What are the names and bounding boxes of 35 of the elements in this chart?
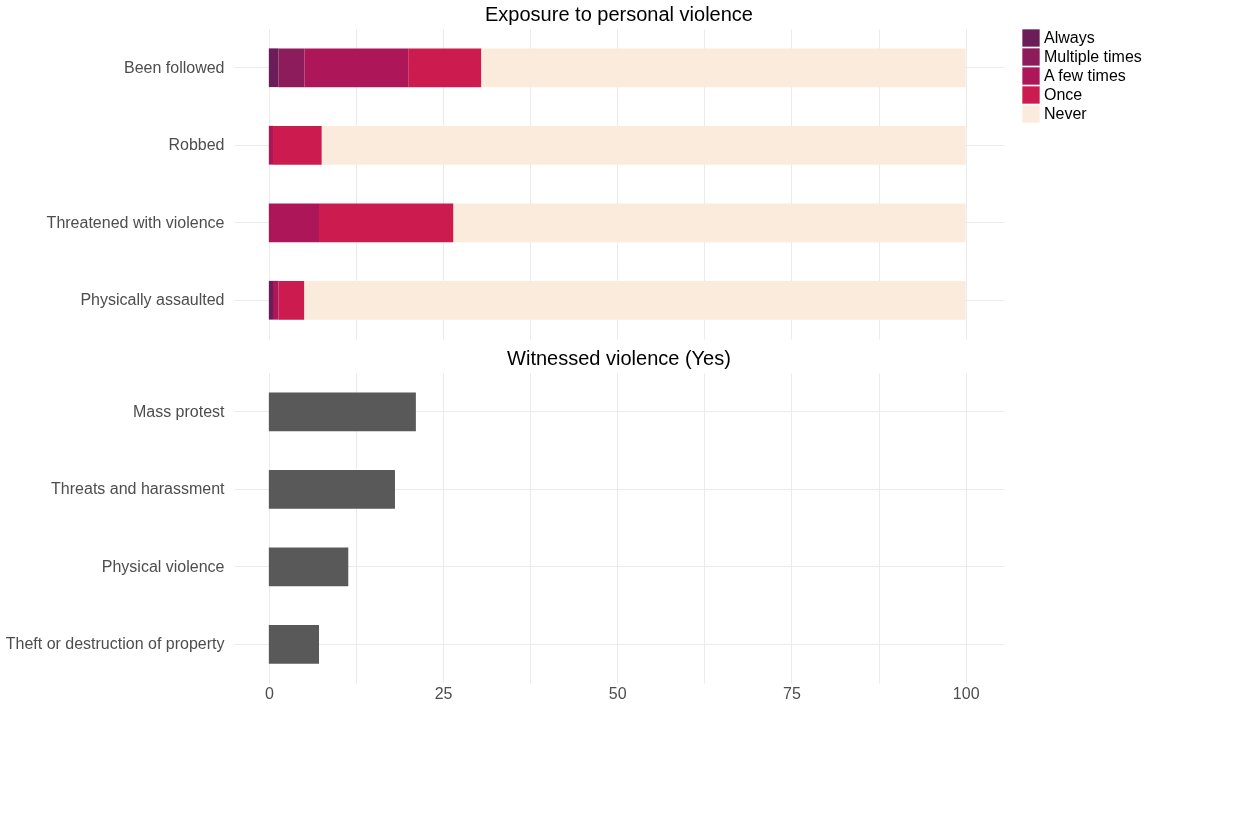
x-tick-label: 0 xyxy=(264,684,274,702)
legend-label: Never xyxy=(1044,105,1088,122)
y-tick-label: Robbed xyxy=(168,136,225,154)
bar xyxy=(481,48,966,88)
bar xyxy=(278,280,305,320)
legend-label: Always xyxy=(1044,29,1095,46)
chart-title: Exposure to personal violence xyxy=(485,3,753,25)
bar xyxy=(268,203,320,243)
legend-label: A few times xyxy=(1044,67,1126,84)
y-tick-label: Physically assaulted xyxy=(80,291,225,309)
x-tick-label: 25 xyxy=(434,684,453,702)
y-tick-label: Threatened with violence xyxy=(46,213,225,231)
bar xyxy=(268,48,279,88)
bar xyxy=(408,48,482,88)
bar xyxy=(268,125,274,165)
bar xyxy=(268,280,274,320)
legend-label: Multiple times xyxy=(1044,48,1142,65)
bar xyxy=(319,203,454,243)
bar xyxy=(273,125,322,165)
bar xyxy=(273,280,279,320)
x-tick-label: 75 xyxy=(783,684,801,702)
y-tick-label: Threats and harassment xyxy=(51,480,226,498)
x-tick-label: 100 xyxy=(952,684,980,702)
bar xyxy=(321,125,966,165)
bar xyxy=(304,280,966,320)
y-tick-label: Been followed xyxy=(123,58,225,76)
y-tick-label: Mass protest xyxy=(132,402,226,420)
bar xyxy=(304,48,409,88)
chart-title: Witnessed violence (Yes) xyxy=(507,347,731,369)
bar xyxy=(278,48,305,88)
bar xyxy=(453,203,966,243)
legend-label: Once xyxy=(1044,86,1083,103)
x-tick-label: 50 xyxy=(608,684,627,702)
y-tick-label: Theft or destruction of property xyxy=(5,635,225,653)
y-tick-label: Physical violence xyxy=(101,557,225,575)
